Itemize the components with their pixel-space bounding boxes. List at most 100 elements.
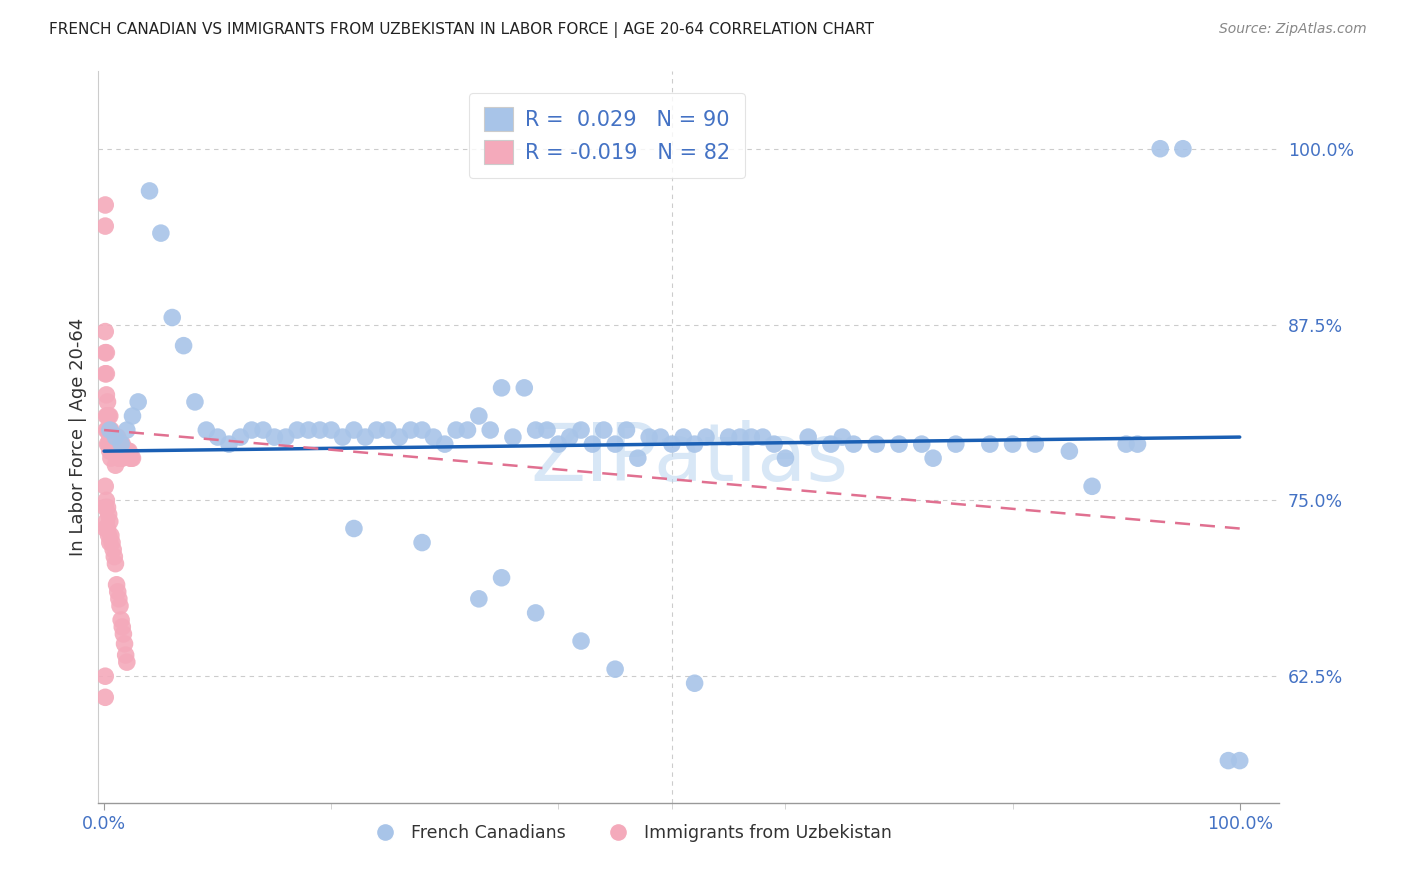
- Point: [797, 430, 820, 444]
- Text: FRENCH CANADIAN VS IMMIGRANTS FROM UZBEKISTAN IN LABOR FORCE | AGE 20-64 CORRELA: FRENCH CANADIAN VS IMMIGRANTS FROM UZBEK…: [49, 22, 875, 38]
- Point: [945, 437, 967, 451]
- Point: [1126, 437, 1149, 451]
- Point: [569, 634, 592, 648]
- Point: [332, 430, 354, 444]
- Point: [103, 430, 125, 444]
- Point: [114, 648, 136, 662]
- Point: [112, 627, 135, 641]
- Point: [108, 451, 131, 466]
- Point: [94, 367, 117, 381]
- Point: [115, 444, 138, 458]
- Point: [184, 395, 207, 409]
- Point: [491, 571, 513, 585]
- Point: [740, 430, 762, 444]
- Point: [1171, 142, 1194, 156]
- Point: [96, 493, 118, 508]
- Point: [1149, 142, 1171, 156]
- Point: [343, 521, 366, 535]
- Point: [98, 444, 121, 458]
- Point: [96, 345, 118, 359]
- Point: [1115, 437, 1137, 451]
- Point: [127, 395, 149, 409]
- Point: [110, 437, 132, 451]
- Point: [96, 409, 118, 423]
- Point: [105, 444, 128, 458]
- Point: [94, 345, 117, 359]
- Point: [411, 535, 433, 549]
- Point: [94, 521, 117, 535]
- Point: [94, 479, 117, 493]
- Point: [108, 437, 131, 451]
- Point: [103, 542, 125, 557]
- Point: [96, 500, 118, 515]
- Point: [98, 423, 121, 437]
- Point: [1059, 444, 1081, 458]
- Point: [605, 437, 627, 451]
- Point: [149, 226, 172, 240]
- Point: [468, 591, 491, 606]
- Point: [1229, 754, 1251, 768]
- Point: [111, 437, 134, 451]
- Point: [104, 458, 127, 473]
- Point: [354, 430, 377, 444]
- Point: [97, 437, 120, 451]
- Point: [683, 676, 706, 690]
- Point: [605, 662, 627, 676]
- Point: [513, 381, 536, 395]
- Point: [195, 423, 218, 437]
- Point: [103, 444, 125, 458]
- Point: [98, 409, 121, 423]
- Point: [752, 430, 775, 444]
- Point: [121, 409, 143, 423]
- Point: [343, 423, 366, 437]
- Point: [661, 437, 683, 451]
- Point: [717, 430, 740, 444]
- Point: [263, 430, 285, 444]
- Point: [103, 549, 125, 564]
- Point: [433, 437, 456, 451]
- Point: [118, 444, 141, 458]
- Point: [491, 381, 513, 395]
- Point: [100, 451, 122, 466]
- Point: [115, 655, 138, 669]
- Point: [104, 557, 127, 571]
- Point: [502, 430, 524, 444]
- Point: [207, 430, 229, 444]
- Y-axis label: In Labor Force | Age 20-64: In Labor Force | Age 20-64: [69, 318, 87, 557]
- Point: [820, 437, 842, 451]
- Point: [96, 521, 118, 535]
- Point: [831, 430, 853, 444]
- Point: [96, 515, 118, 529]
- Point: [97, 409, 120, 423]
- Point: [117, 444, 139, 458]
- Point: [96, 423, 118, 437]
- Text: Source: ZipAtlas.com: Source: ZipAtlas.com: [1219, 22, 1367, 37]
- Point: [297, 423, 319, 437]
- Point: [366, 423, 388, 437]
- Point: [98, 535, 121, 549]
- Point: [94, 500, 117, 515]
- Point: [865, 437, 887, 451]
- Point: [775, 451, 797, 466]
- Point: [100, 437, 122, 451]
- Point: [162, 310, 184, 325]
- Point: [103, 430, 125, 444]
- Point: [107, 584, 129, 599]
- Point: [98, 515, 121, 529]
- Point: [110, 451, 132, 466]
- Point: [94, 690, 117, 705]
- Point: [650, 430, 672, 444]
- Point: [638, 430, 661, 444]
- Point: [728, 430, 751, 444]
- Point: [922, 451, 945, 466]
- Point: [110, 613, 132, 627]
- Point: [107, 444, 129, 458]
- Point: [683, 437, 706, 451]
- Point: [911, 437, 934, 451]
- Point: [218, 437, 240, 451]
- Point: [695, 430, 717, 444]
- Point: [100, 423, 122, 437]
- Point: [96, 423, 118, 437]
- Point: [1081, 479, 1104, 493]
- Point: [97, 423, 120, 437]
